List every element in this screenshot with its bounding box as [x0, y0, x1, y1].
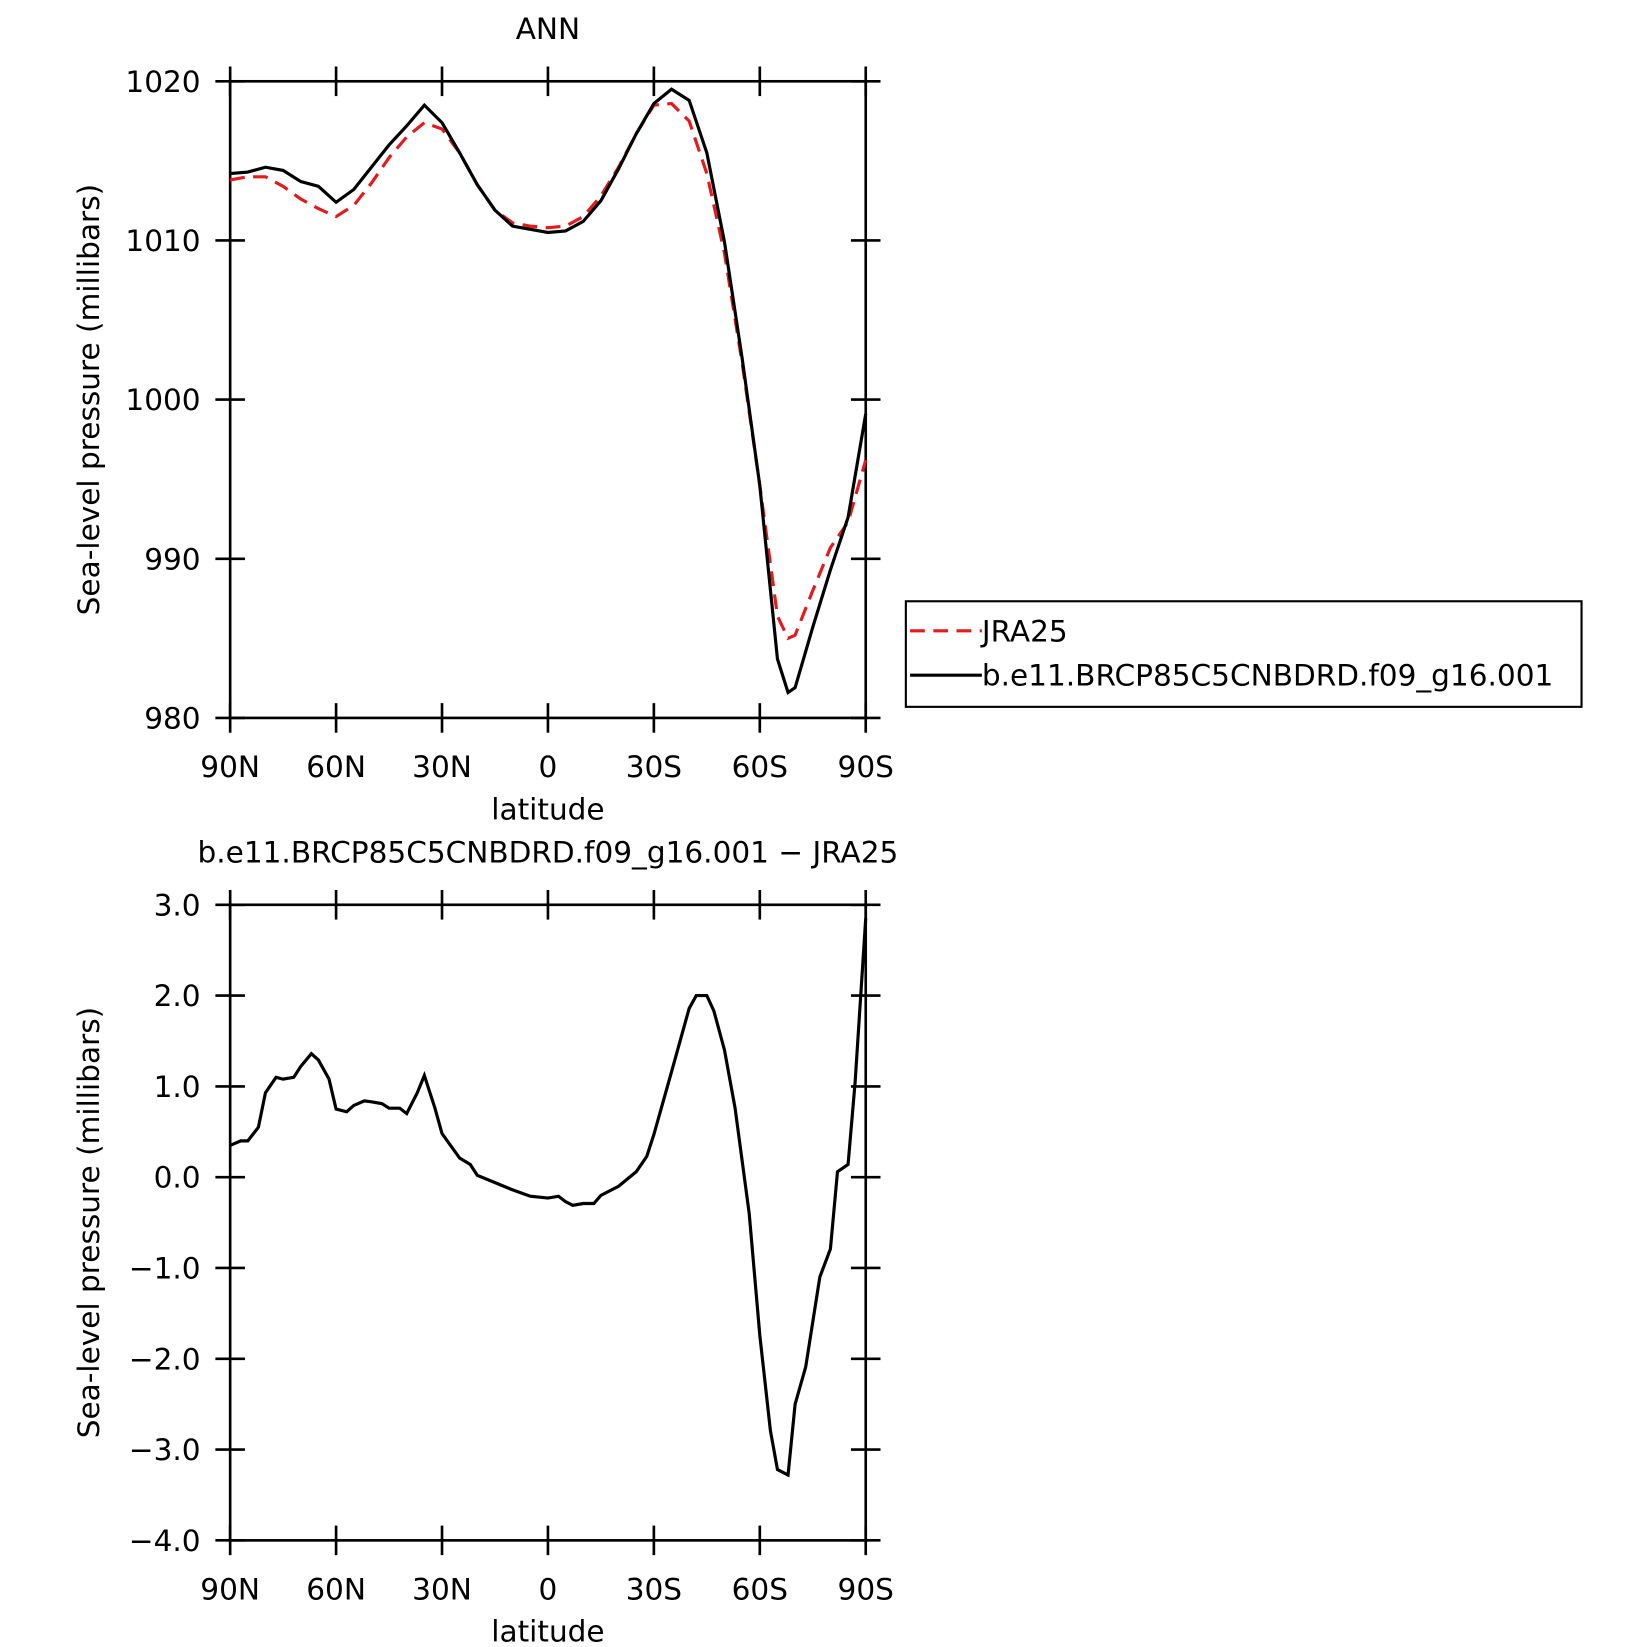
- y-tick-label: 2.0: [154, 979, 201, 1013]
- legend-label: b.e11.BRCP85C5CNBDRD.f09_g16.001: [982, 659, 1553, 693]
- plot-frame: [228, 903, 868, 1542]
- x-tick-label: 0: [539, 1572, 558, 1606]
- y-tick-label: −2.0: [129, 1342, 201, 1376]
- y-tick-label: 990: [144, 542, 200, 576]
- y-tick-label: −3.0: [129, 1433, 201, 1467]
- x-tick-label: 90S: [838, 1572, 894, 1606]
- x-tick-label: 90N: [200, 750, 260, 784]
- x-tick-label: 30N: [412, 750, 472, 784]
- chart-title: b.e11.BRCP85C5CNBDRD.f09_g16.001 − JRA25: [198, 836, 899, 870]
- chart-title: ANN: [516, 12, 580, 46]
- legend-box: [904, 600, 1583, 708]
- y-axis-label: Sea-level pressure (millibars): [72, 184, 106, 615]
- plot-frame: [228, 79, 868, 720]
- x-tick-label: 0: [539, 750, 558, 784]
- legend-label: JRA25: [980, 614, 1068, 648]
- y-tick-label: 980: [144, 701, 200, 735]
- x-tick-label: 60S: [732, 750, 788, 784]
- y-tick-label: −4.0: [129, 1524, 201, 1558]
- x-tick-label: 30S: [626, 750, 682, 784]
- x-tick-label: 90N: [200, 1572, 260, 1606]
- y-tick-label: 0.0: [154, 1161, 201, 1195]
- data-line: [229, 918, 868, 1478]
- y-tick-label: 1020: [125, 65, 200, 99]
- x-axis-label: latitude: [491, 1615, 604, 1647]
- y-tick-label: 1010: [125, 224, 200, 258]
- x-tick-label: 30N: [412, 1572, 472, 1606]
- y-tick-label: 1000: [125, 383, 200, 417]
- x-tick-label: 60N: [306, 750, 366, 784]
- x-tick-label: 60S: [732, 1572, 788, 1606]
- data-line: [229, 101, 868, 641]
- y-tick-label: 3.0: [154, 888, 201, 922]
- x-tick-label: 60N: [306, 1572, 366, 1606]
- y-axis-label: Sea-level pressure (millibars): [72, 1007, 106, 1438]
- y-tick-label: −1.0: [129, 1252, 201, 1286]
- x-tick-label: 30S: [626, 1572, 682, 1606]
- x-axis-label: latitude: [491, 792, 604, 826]
- data-line: [230, 87, 868, 695]
- y-tick-label: 1.0: [154, 1070, 201, 1104]
- x-tick-label: 90S: [838, 750, 894, 784]
